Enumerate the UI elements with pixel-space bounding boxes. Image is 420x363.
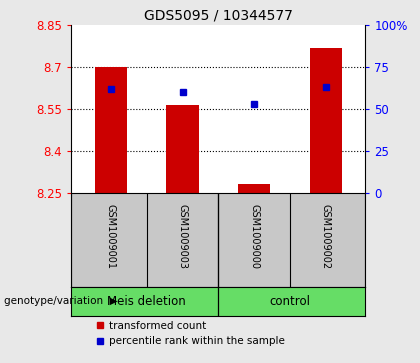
Legend: transformed count, percentile rank within the sample: transformed count, percentile rank withi… [91,317,289,351]
Text: GSM1009001: GSM1009001 [106,204,116,269]
Bar [310,48,342,193]
Text: control: control [270,295,311,308]
Text: GSM1009003: GSM1009003 [178,204,188,269]
Bar [94,67,127,193]
Bar [238,184,270,193]
Title: GDS5095 / 10344577: GDS5095 / 10344577 [144,9,293,23]
Text: GSM1009000: GSM1009000 [249,204,259,269]
Text: Meis deletion: Meis deletion [108,295,186,308]
Bar [166,105,199,193]
Text: genotype/variation  ▶: genotype/variation ▶ [4,296,118,306]
Text: GSM1009002: GSM1009002 [321,204,331,269]
